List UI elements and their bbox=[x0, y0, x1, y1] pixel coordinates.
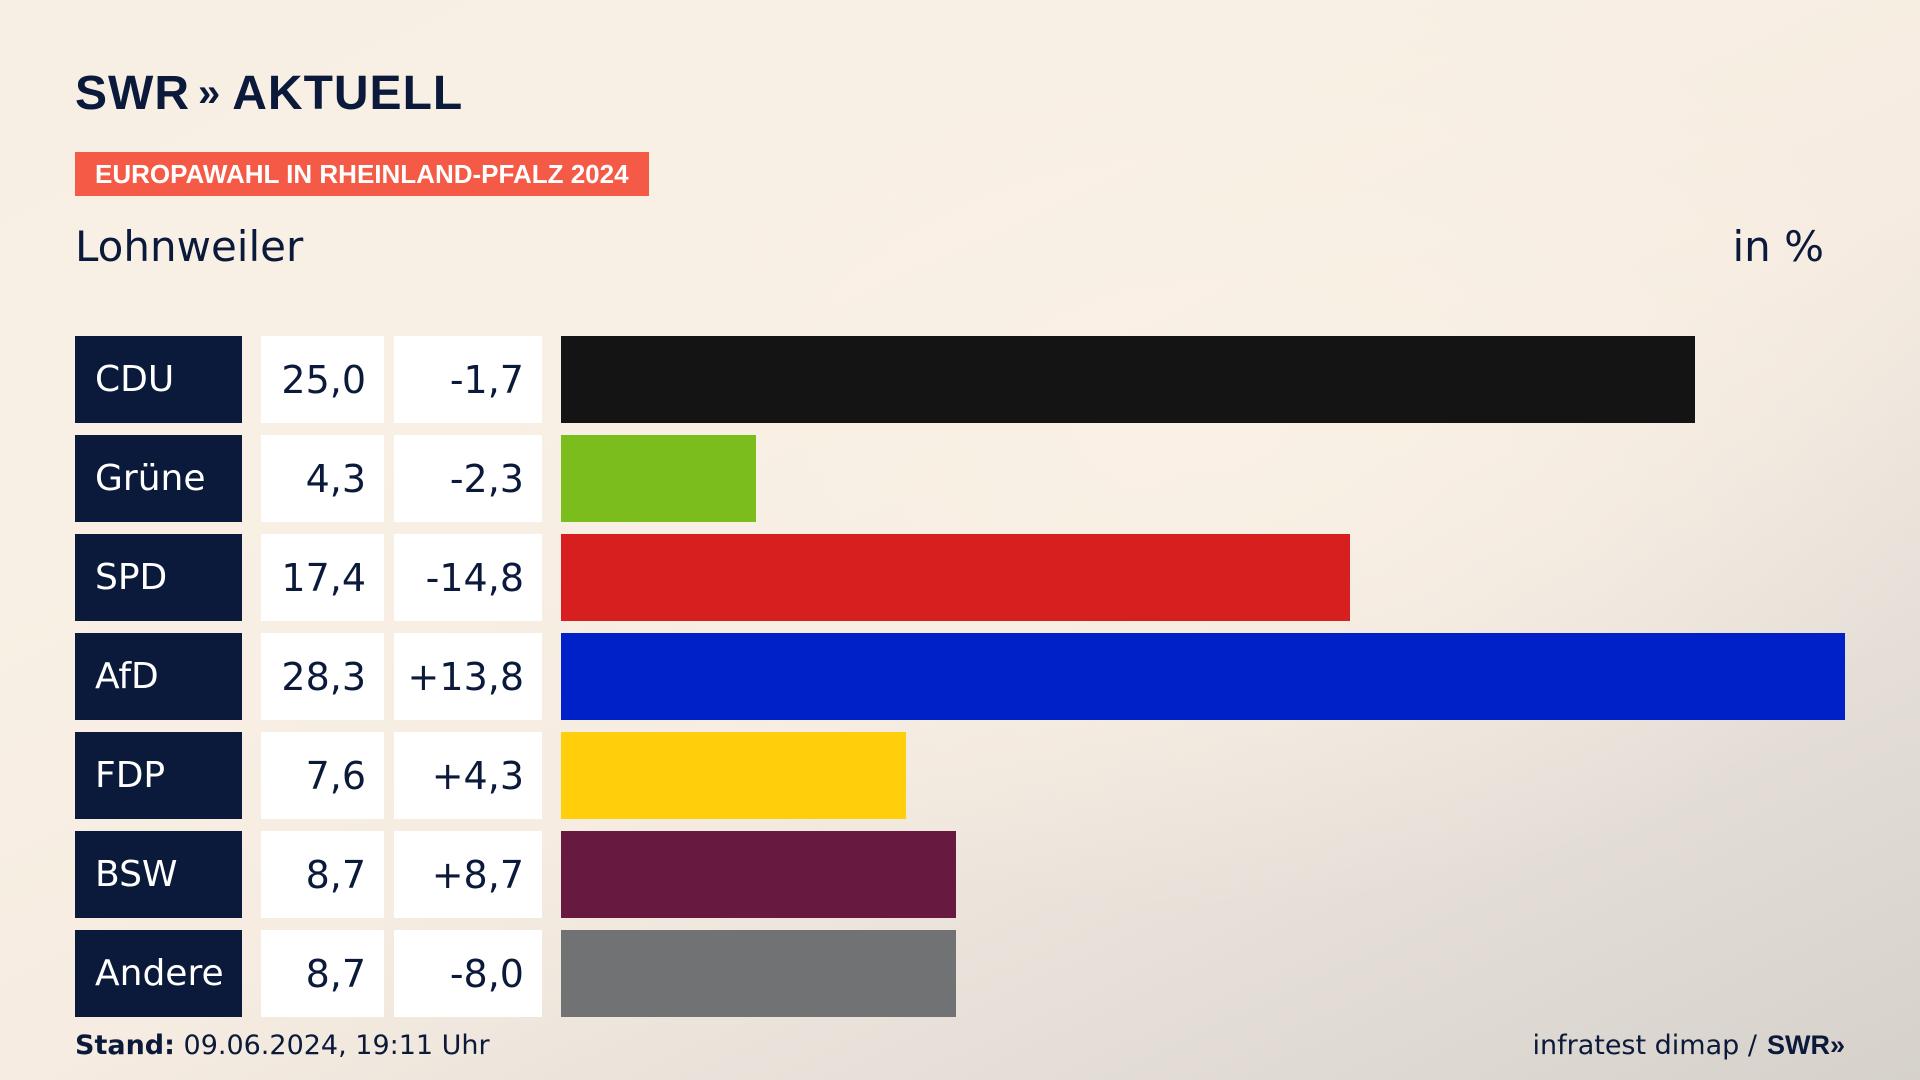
party-label: Andere bbox=[75, 930, 242, 1017]
logo-swr-text: SWR bbox=[75, 67, 190, 120]
logo-aktuell-text: AKTUELL bbox=[232, 67, 464, 120]
result-row: AfD 28,3 +13,8 bbox=[75, 633, 1845, 720]
change-label: -8,0 bbox=[394, 930, 542, 1017]
change-label: -14,8 bbox=[394, 534, 542, 621]
stand-value: 09.06.2024, 19:11 Uhr bbox=[183, 1030, 490, 1061]
change-label: -1,7 bbox=[394, 336, 542, 423]
swr-small-logo: SWR» bbox=[1766, 1030, 1845, 1060]
vote-share-label: 17,4 bbox=[261, 534, 384, 621]
result-row: Andere 8,7 -8,0 bbox=[75, 930, 1845, 1017]
vote-share-label: 8,7 bbox=[261, 930, 384, 1017]
result-row: SPD 17,4 -14,8 bbox=[75, 534, 1845, 621]
vote-share-label: 7,6 bbox=[261, 732, 384, 819]
municipality-title: Lohnweiler bbox=[75, 222, 304, 271]
result-row: FDP 7,6 +4,3 bbox=[75, 732, 1845, 819]
party-label: BSW bbox=[75, 831, 242, 918]
party-label: CDU bbox=[75, 336, 242, 423]
result-bar bbox=[561, 435, 756, 522]
vote-share-label: 8,7 bbox=[261, 831, 384, 918]
result-bar bbox=[561, 336, 1695, 423]
change-label: +8,7 bbox=[394, 831, 542, 918]
source-text: infratest dimap / bbox=[1532, 1030, 1757, 1061]
change-label: +4,3 bbox=[394, 732, 542, 819]
party-label: SPD bbox=[75, 534, 242, 621]
party-label: Grüne bbox=[75, 435, 242, 522]
vote-share-label: 28,3 bbox=[261, 633, 384, 720]
party-label: FDP bbox=[75, 732, 242, 819]
result-bar bbox=[561, 930, 956, 1017]
stand-label: Stand: bbox=[75, 1030, 175, 1061]
logo-chevron-icon: » bbox=[197, 71, 220, 115]
result-row: CDU 25,0 -1,7 bbox=[75, 336, 1845, 423]
election-tag: EUROPAWAHL IN RHEINLAND-PFALZ 2024 bbox=[75, 152, 649, 196]
vote-share-label: 25,0 bbox=[261, 336, 384, 423]
result-row: Grüne 4,3 -2,3 bbox=[75, 435, 1845, 522]
party-label: AfD bbox=[75, 633, 242, 720]
source-credit: infratest dimap / SWR» bbox=[1532, 1030, 1845, 1061]
change-label: -2,3 bbox=[394, 435, 542, 522]
result-bar bbox=[561, 534, 1350, 621]
result-row: BSW 8,7 +8,7 bbox=[75, 831, 1845, 918]
result-bar bbox=[561, 633, 1845, 720]
timestamp: Stand: 09.06.2024, 19:11 Uhr bbox=[75, 1030, 490, 1061]
unit-label: in % bbox=[1732, 222, 1824, 271]
change-label: +13,8 bbox=[394, 633, 542, 720]
result-bar bbox=[561, 732, 906, 819]
vote-share-label: 4,3 bbox=[261, 435, 384, 522]
result-bar bbox=[561, 831, 956, 918]
swr-aktuell-logo: SWR » AKTUELL bbox=[75, 66, 463, 121]
